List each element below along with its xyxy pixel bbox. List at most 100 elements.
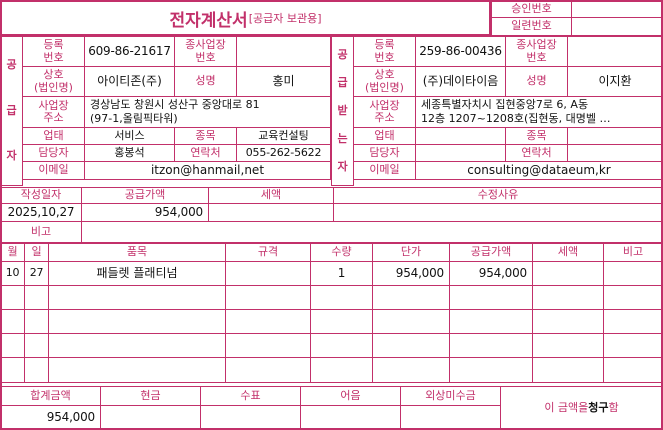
table-row: 패들렛 플래티넘 bbox=[48, 261, 226, 286]
cash-value bbox=[100, 405, 201, 430]
table-row bbox=[310, 333, 373, 358]
recipient-email-value: consulting@dataeum,kr bbox=[415, 161, 663, 180]
recipient-address-value: 세종특별자치시 집현중앙7로 6, A동 12층 1207~1208호(집현동,… bbox=[415, 96, 663, 128]
summary-supply-amount-value: 954,000 bbox=[81, 203, 209, 222]
table-row bbox=[0, 333, 25, 358]
check-value bbox=[200, 405, 301, 430]
table-row bbox=[603, 285, 663, 310]
table-row bbox=[225, 309, 311, 334]
recipient-reg-no-label: 등록 번호 bbox=[353, 36, 416, 67]
supplier-side-char-0: 공 bbox=[6, 58, 17, 72]
table-row: 10 bbox=[0, 261, 25, 286]
items-header-spec: 규격 bbox=[225, 243, 311, 262]
items-header-supply-amount: 공급가액 bbox=[449, 243, 533, 262]
recipient-biz-item-label: 종목 bbox=[505, 127, 568, 145]
supplier-biz-type-label: 업태 bbox=[22, 127, 85, 145]
recipient-ceo-value: 이지환 bbox=[567, 66, 663, 97]
table-row bbox=[372, 333, 450, 358]
recipient-biz-type-value bbox=[415, 127, 506, 145]
table-row bbox=[603, 333, 663, 358]
table-row bbox=[48, 333, 226, 358]
recipient-address-line-1: 세종특별자치시 집현중앙7로 6, A동 bbox=[421, 98, 589, 112]
supplier-contact-label: 연락처 bbox=[174, 144, 237, 162]
table-row bbox=[310, 309, 373, 334]
table-row bbox=[532, 333, 604, 358]
supplier-side-char-1: 급 bbox=[6, 103, 17, 117]
table-row bbox=[48, 285, 226, 310]
promissory-note-label: 어음 bbox=[300, 386, 401, 406]
approval-number-label: 승인번호 bbox=[491, 0, 572, 18]
recipient-side-char-2: 받 bbox=[337, 103, 348, 117]
supplier-biz-item-value: 교육컨설팅 bbox=[236, 127, 331, 145]
remark-value bbox=[81, 221, 663, 243]
summary-date-value: 2025,10,27 bbox=[0, 203, 82, 222]
recipient-side-char-0: 공 bbox=[337, 47, 348, 61]
supplier-sub-biz-value bbox=[236, 36, 331, 67]
supplier-address-label: 사업장 주소 bbox=[22, 96, 85, 128]
recipient-side-label: 공 급 받 는 자 bbox=[331, 36, 354, 186]
recipient-sub-biz-value bbox=[567, 36, 663, 67]
recipient-contact-label: 연락처 bbox=[505, 144, 568, 162]
supplier-sub-biz-label: 종사업장 번호 bbox=[174, 36, 237, 67]
table-row bbox=[603, 357, 663, 383]
items-header-name: 품목 bbox=[48, 243, 226, 262]
supplier-company-label: 상호 (법인명) bbox=[22, 66, 85, 97]
cash-label: 현금 bbox=[100, 386, 201, 406]
table-row bbox=[24, 333, 49, 358]
supplier-ceo-value: 홍미 bbox=[236, 66, 331, 97]
items-header-month: 월 bbox=[0, 243, 25, 262]
total-amount-label: 합계금액 bbox=[0, 386, 101, 406]
items-header-tax: 세액 bbox=[532, 243, 604, 262]
recipient-side-char-4: 자 bbox=[337, 159, 348, 173]
table-row: 1 bbox=[310, 261, 373, 286]
recipient-ceo-label: 성명 bbox=[505, 66, 568, 97]
supplier-reg-no-label: 등록 번호 bbox=[22, 36, 85, 67]
supplier-address-line-1: 경상남도 창원시 성산구 중앙대로 81 bbox=[90, 98, 260, 112]
table-row bbox=[449, 309, 533, 334]
summary-reason-value bbox=[333, 203, 663, 222]
supplier-manager-value: 홍봉석 bbox=[84, 144, 175, 162]
document-title-bar: 전자계산서 [공급자 보관용] bbox=[0, 0, 491, 36]
table-row bbox=[310, 357, 373, 383]
table-row bbox=[0, 357, 25, 383]
supplier-biz-item-label: 종목 bbox=[174, 127, 237, 145]
promissory-note-value bbox=[300, 405, 401, 430]
table-row bbox=[225, 261, 311, 286]
table-row bbox=[0, 309, 25, 334]
recipient-manager-value bbox=[415, 144, 506, 162]
table-row bbox=[24, 357, 49, 383]
supplier-side-char-2: 자 bbox=[6, 149, 17, 162]
table-row bbox=[532, 261, 604, 286]
table-row bbox=[449, 285, 533, 310]
table-row bbox=[603, 261, 663, 286]
approval-number-value bbox=[571, 0, 663, 18]
table-row bbox=[24, 309, 49, 334]
recipient-company-label: 상호 (법인명) bbox=[353, 66, 416, 97]
items-header-remark: 비고 bbox=[603, 243, 663, 262]
table-row bbox=[225, 285, 311, 310]
credit-receivable-label: 외상미수금 bbox=[400, 386, 501, 406]
supplier-reg-no-value: 609-86-21617 bbox=[84, 36, 175, 67]
supplier-address-line-2: (97-1,올림픽타워) bbox=[90, 112, 178, 125]
table-row bbox=[225, 357, 311, 383]
claim-suffix: 함 bbox=[608, 400, 619, 414]
summary-tax-value bbox=[208, 203, 334, 222]
supplier-address-value: 경상남도 창원시 성산구 중앙대로 81 (97-1,올림픽타워) bbox=[84, 96, 331, 128]
document-title-suffix: [공급자 보관용] bbox=[248, 12, 322, 25]
supplier-manager-label: 담당자 bbox=[22, 144, 85, 162]
recipient-side-char-1: 급 bbox=[337, 75, 348, 89]
table-row: 27 bbox=[24, 261, 49, 286]
claim-emphasis: 청구 bbox=[588, 400, 609, 414]
total-amount-value: 954,000 bbox=[0, 405, 101, 430]
recipient-biz-item-value bbox=[567, 127, 663, 145]
serial-number-value bbox=[571, 17, 663, 36]
summary-tax-label: 세액 bbox=[208, 187, 334, 204]
credit-receivable-value bbox=[400, 405, 501, 430]
items-header-day: 일 bbox=[24, 243, 49, 262]
recipient-address-label: 사업장 주소 bbox=[353, 96, 416, 128]
supplier-ceo-label: 성명 bbox=[174, 66, 237, 97]
supplier-email-value: itzon@hanmail,net bbox=[84, 161, 331, 180]
table-row bbox=[48, 309, 226, 334]
supplier-email-label: 이메일 bbox=[22, 161, 85, 180]
